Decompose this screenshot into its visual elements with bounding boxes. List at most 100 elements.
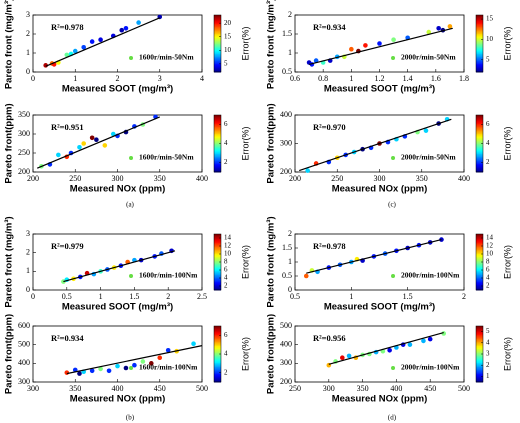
colorbar-cell bbox=[476, 169, 483, 172]
y-tick-label: 300 bbox=[280, 358, 292, 367]
colorbar-cell bbox=[214, 273, 221, 276]
colorbar-cell bbox=[476, 245, 483, 248]
colorbar-cell bbox=[476, 123, 483, 126]
colorbar-cell bbox=[476, 15, 483, 17]
point bbox=[132, 362, 137, 368]
colorbar-cell bbox=[476, 32, 483, 35]
y-axis-label: Pareto front (mg/m³) bbox=[4, 216, 15, 307]
point bbox=[81, 45, 86, 50]
colorbar-tick-label: 2 bbox=[486, 158, 490, 166]
colorbar-cell bbox=[214, 234, 221, 236]
colorbar-tick-label: 4 bbox=[486, 139, 490, 147]
colorbar-cell bbox=[476, 334, 483, 337]
colorbar-cell bbox=[476, 246, 483, 249]
colorbar-cell bbox=[214, 376, 221, 379]
colorbar-cell bbox=[476, 54, 483, 57]
colorbar-cell bbox=[476, 164, 483, 167]
colorbar-cell bbox=[476, 238, 483, 241]
point bbox=[346, 353, 352, 359]
colorbar-cell bbox=[476, 160, 483, 163]
colorbar-cell bbox=[214, 239, 221, 242]
legend-marker bbox=[391, 156, 396, 160]
r-squared: R²=0.956 bbox=[313, 333, 346, 343]
colorbar-cell bbox=[214, 30, 221, 33]
y-tick-label: 300 bbox=[18, 377, 30, 386]
colorbar-cell bbox=[476, 117, 483, 120]
colorbar-cell bbox=[214, 23, 221, 26]
colorbar-cell bbox=[214, 274, 221, 277]
colorbar-cell bbox=[476, 287, 483, 290]
colorbar-tick-label: 4 bbox=[486, 274, 490, 282]
colorbar-cell bbox=[476, 250, 483, 253]
point bbox=[165, 347, 171, 353]
y-tick-label: 500 bbox=[280, 321, 292, 330]
colorbar-cell bbox=[214, 271, 221, 274]
colorbar-tick-label: 8 bbox=[486, 258, 490, 266]
panel-caption: (c) bbox=[388, 201, 396, 209]
colorbar-cell bbox=[214, 150, 221, 153]
colorbar-cell bbox=[476, 340, 483, 342]
colorbar-cell bbox=[214, 333, 221, 335]
colorbar-cell bbox=[476, 133, 483, 136]
colorbar-tick-label: 10 bbox=[486, 250, 494, 258]
colorbar-cell bbox=[214, 59, 221, 62]
colorbar-cell bbox=[476, 356, 483, 359]
x-tick-label: 400 bbox=[196, 174, 208, 183]
point bbox=[427, 336, 433, 342]
panel-caption: (a) bbox=[126, 201, 134, 209]
colorbar-label: Error(%) bbox=[502, 127, 512, 161]
colorbar-tick-label: 6 bbox=[486, 120, 490, 128]
x-tick-label: 200 bbox=[27, 174, 39, 183]
colorbar-cell bbox=[476, 380, 483, 383]
x-axis-label: Measured NOx (ppm) bbox=[332, 184, 428, 195]
x-tick-label: 300 bbox=[374, 174, 386, 183]
colorbar-cell bbox=[214, 27, 221, 30]
colorbar-label: Error(%) bbox=[502, 337, 512, 371]
y-tick-label: 200 bbox=[280, 377, 292, 386]
plot-area bbox=[32, 114, 203, 173]
point bbox=[149, 361, 154, 366]
colorbar-cell bbox=[476, 150, 483, 153]
colorbar-cell bbox=[214, 262, 221, 264]
colorbar-cell bbox=[476, 37, 483, 40]
colorbar-cell bbox=[214, 15, 221, 17]
colorbar-cell bbox=[476, 17, 483, 20]
x-tick-label: 1.5 bbox=[129, 292, 139, 301]
colorbar-tick-label: 10 bbox=[224, 250, 232, 258]
y-axis-label: Pareto front(ppm) bbox=[4, 103, 15, 183]
colorbar-cell bbox=[476, 365, 483, 368]
colorbar-cell bbox=[214, 335, 221, 338]
x-axis-label: Measured SOOT (mg/m³) bbox=[324, 84, 435, 95]
point bbox=[123, 26, 129, 31]
colorbar-cell bbox=[476, 153, 483, 156]
colorbar-cell bbox=[476, 47, 483, 50]
legend-label: 1600r/min-100Nm bbox=[139, 271, 198, 280]
colorbar-cell bbox=[214, 373, 221, 376]
colorbar-cell bbox=[214, 63, 221, 66]
colorbar-cell bbox=[214, 281, 221, 284]
plot-area bbox=[32, 325, 203, 383]
colorbar-cell bbox=[214, 16, 221, 19]
colorbar-cell bbox=[214, 352, 221, 355]
colorbar-cell bbox=[476, 328, 483, 331]
colorbar-tick-label: 14 bbox=[224, 234, 232, 242]
colorbar-cell bbox=[476, 327, 483, 330]
colorbar-cell bbox=[214, 156, 221, 159]
x-tick-label: 0 bbox=[31, 292, 35, 301]
colorbar-tick-label: 6 bbox=[486, 266, 490, 274]
colorbar-cell bbox=[476, 52, 483, 54]
colorbar-cell bbox=[214, 259, 221, 262]
y-tick-label: 400 bbox=[18, 358, 30, 367]
y-tick-label: 500 bbox=[18, 339, 30, 348]
colorbar-cell bbox=[476, 136, 483, 139]
colorbar-cell bbox=[476, 43, 483, 46]
colorbar-cell bbox=[214, 380, 221, 383]
y-tick-label: 0.5 bbox=[282, 67, 292, 76]
legend-label: 1600r/min-50Nm bbox=[139, 153, 194, 162]
x-tick-label: 1 bbox=[99, 292, 103, 301]
y-tick-label: 2 bbox=[26, 29, 30, 38]
colorbar-cell bbox=[476, 132, 483, 135]
colorbar-cell bbox=[476, 263, 483, 266]
colorbar-cell bbox=[214, 43, 221, 46]
colorbar-tick-label: 5 bbox=[224, 59, 228, 67]
